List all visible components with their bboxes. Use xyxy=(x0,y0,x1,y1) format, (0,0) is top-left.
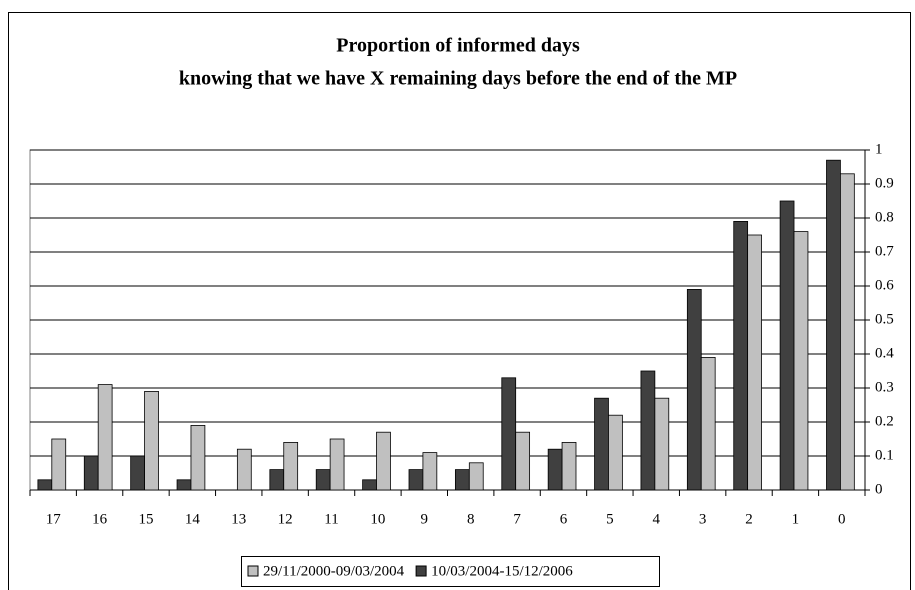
legend-box xyxy=(241,556,660,587)
y-tick-label: 1 xyxy=(875,141,883,157)
bar xyxy=(747,234,762,491)
x-tick-label: 3 xyxy=(699,511,707,527)
bar xyxy=(640,370,656,491)
bar xyxy=(269,469,285,491)
x-tick-label: 4 xyxy=(653,511,661,527)
x-tick-label: 5 xyxy=(606,511,614,527)
x-tick-label: 9 xyxy=(421,511,429,527)
x-tick-label: 12 xyxy=(278,511,293,527)
bar xyxy=(37,479,53,491)
bar xyxy=(501,377,517,491)
x-tick-label: 16 xyxy=(92,511,108,527)
bar xyxy=(561,441,577,491)
legend-swatch xyxy=(247,565,259,577)
y-tick-label: 0.2 xyxy=(875,413,894,429)
y-tick-label: 0.5 xyxy=(875,311,894,327)
y-tick-label: 0.6 xyxy=(875,277,894,293)
bar xyxy=(176,479,192,491)
y-tick-label: 0.3 xyxy=(875,379,894,395)
bar xyxy=(779,200,795,491)
bar xyxy=(733,220,749,491)
bar xyxy=(97,384,113,491)
legend-label: 10/03/2004-15/12/2006 xyxy=(431,563,573,579)
bar xyxy=(515,431,531,491)
chart-title: Proportion of informed days xyxy=(336,35,580,57)
bar xyxy=(362,479,377,491)
y-tick-label: 0 xyxy=(875,481,883,497)
chart-subtitle: knowing that we have X remaining days be… xyxy=(179,68,737,90)
y-tick-label: 0.7 xyxy=(875,243,894,259)
x-tick-label: 15 xyxy=(138,511,153,527)
bar xyxy=(547,448,563,491)
bar xyxy=(190,424,206,491)
bar xyxy=(594,397,609,491)
bar xyxy=(236,448,252,491)
bar xyxy=(840,173,855,491)
x-tick-label: 10 xyxy=(370,511,385,527)
legend-swatch xyxy=(415,565,427,577)
bar xyxy=(329,438,345,491)
legend-label: 29/11/2000-09/03/2004 xyxy=(263,563,405,579)
y-tick-label: 0.1 xyxy=(875,447,894,463)
bar xyxy=(468,462,484,491)
x-tick-label: 6 xyxy=(560,511,568,527)
bar xyxy=(130,455,145,491)
bar xyxy=(283,441,299,491)
y-tick-label: 0.4 xyxy=(875,345,894,361)
x-tick-label: 1 xyxy=(792,511,800,527)
bar xyxy=(422,452,438,491)
bar xyxy=(700,356,716,491)
bar xyxy=(608,414,623,491)
x-tick-label: 2 xyxy=(745,511,753,527)
bar xyxy=(376,431,391,491)
bar xyxy=(315,469,331,491)
y-tick-label: 0.8 xyxy=(875,209,894,225)
bar xyxy=(408,469,424,491)
bar xyxy=(51,438,67,491)
x-tick-label: 8 xyxy=(467,511,475,527)
x-tick-label: 0 xyxy=(838,511,846,527)
bar xyxy=(144,390,159,491)
x-tick-label: 11 xyxy=(324,511,338,527)
bar xyxy=(454,469,470,491)
x-tick-label: 7 xyxy=(513,511,521,527)
bar xyxy=(826,159,841,491)
x-tick-label: 17 xyxy=(46,511,62,527)
bar xyxy=(686,288,702,491)
x-tick-label: 14 xyxy=(185,511,201,527)
x-tick-label: 13 xyxy=(231,511,246,527)
bar xyxy=(793,231,809,491)
bar xyxy=(654,397,670,491)
y-tick-label: 0.9 xyxy=(875,175,894,191)
bar xyxy=(83,455,99,491)
